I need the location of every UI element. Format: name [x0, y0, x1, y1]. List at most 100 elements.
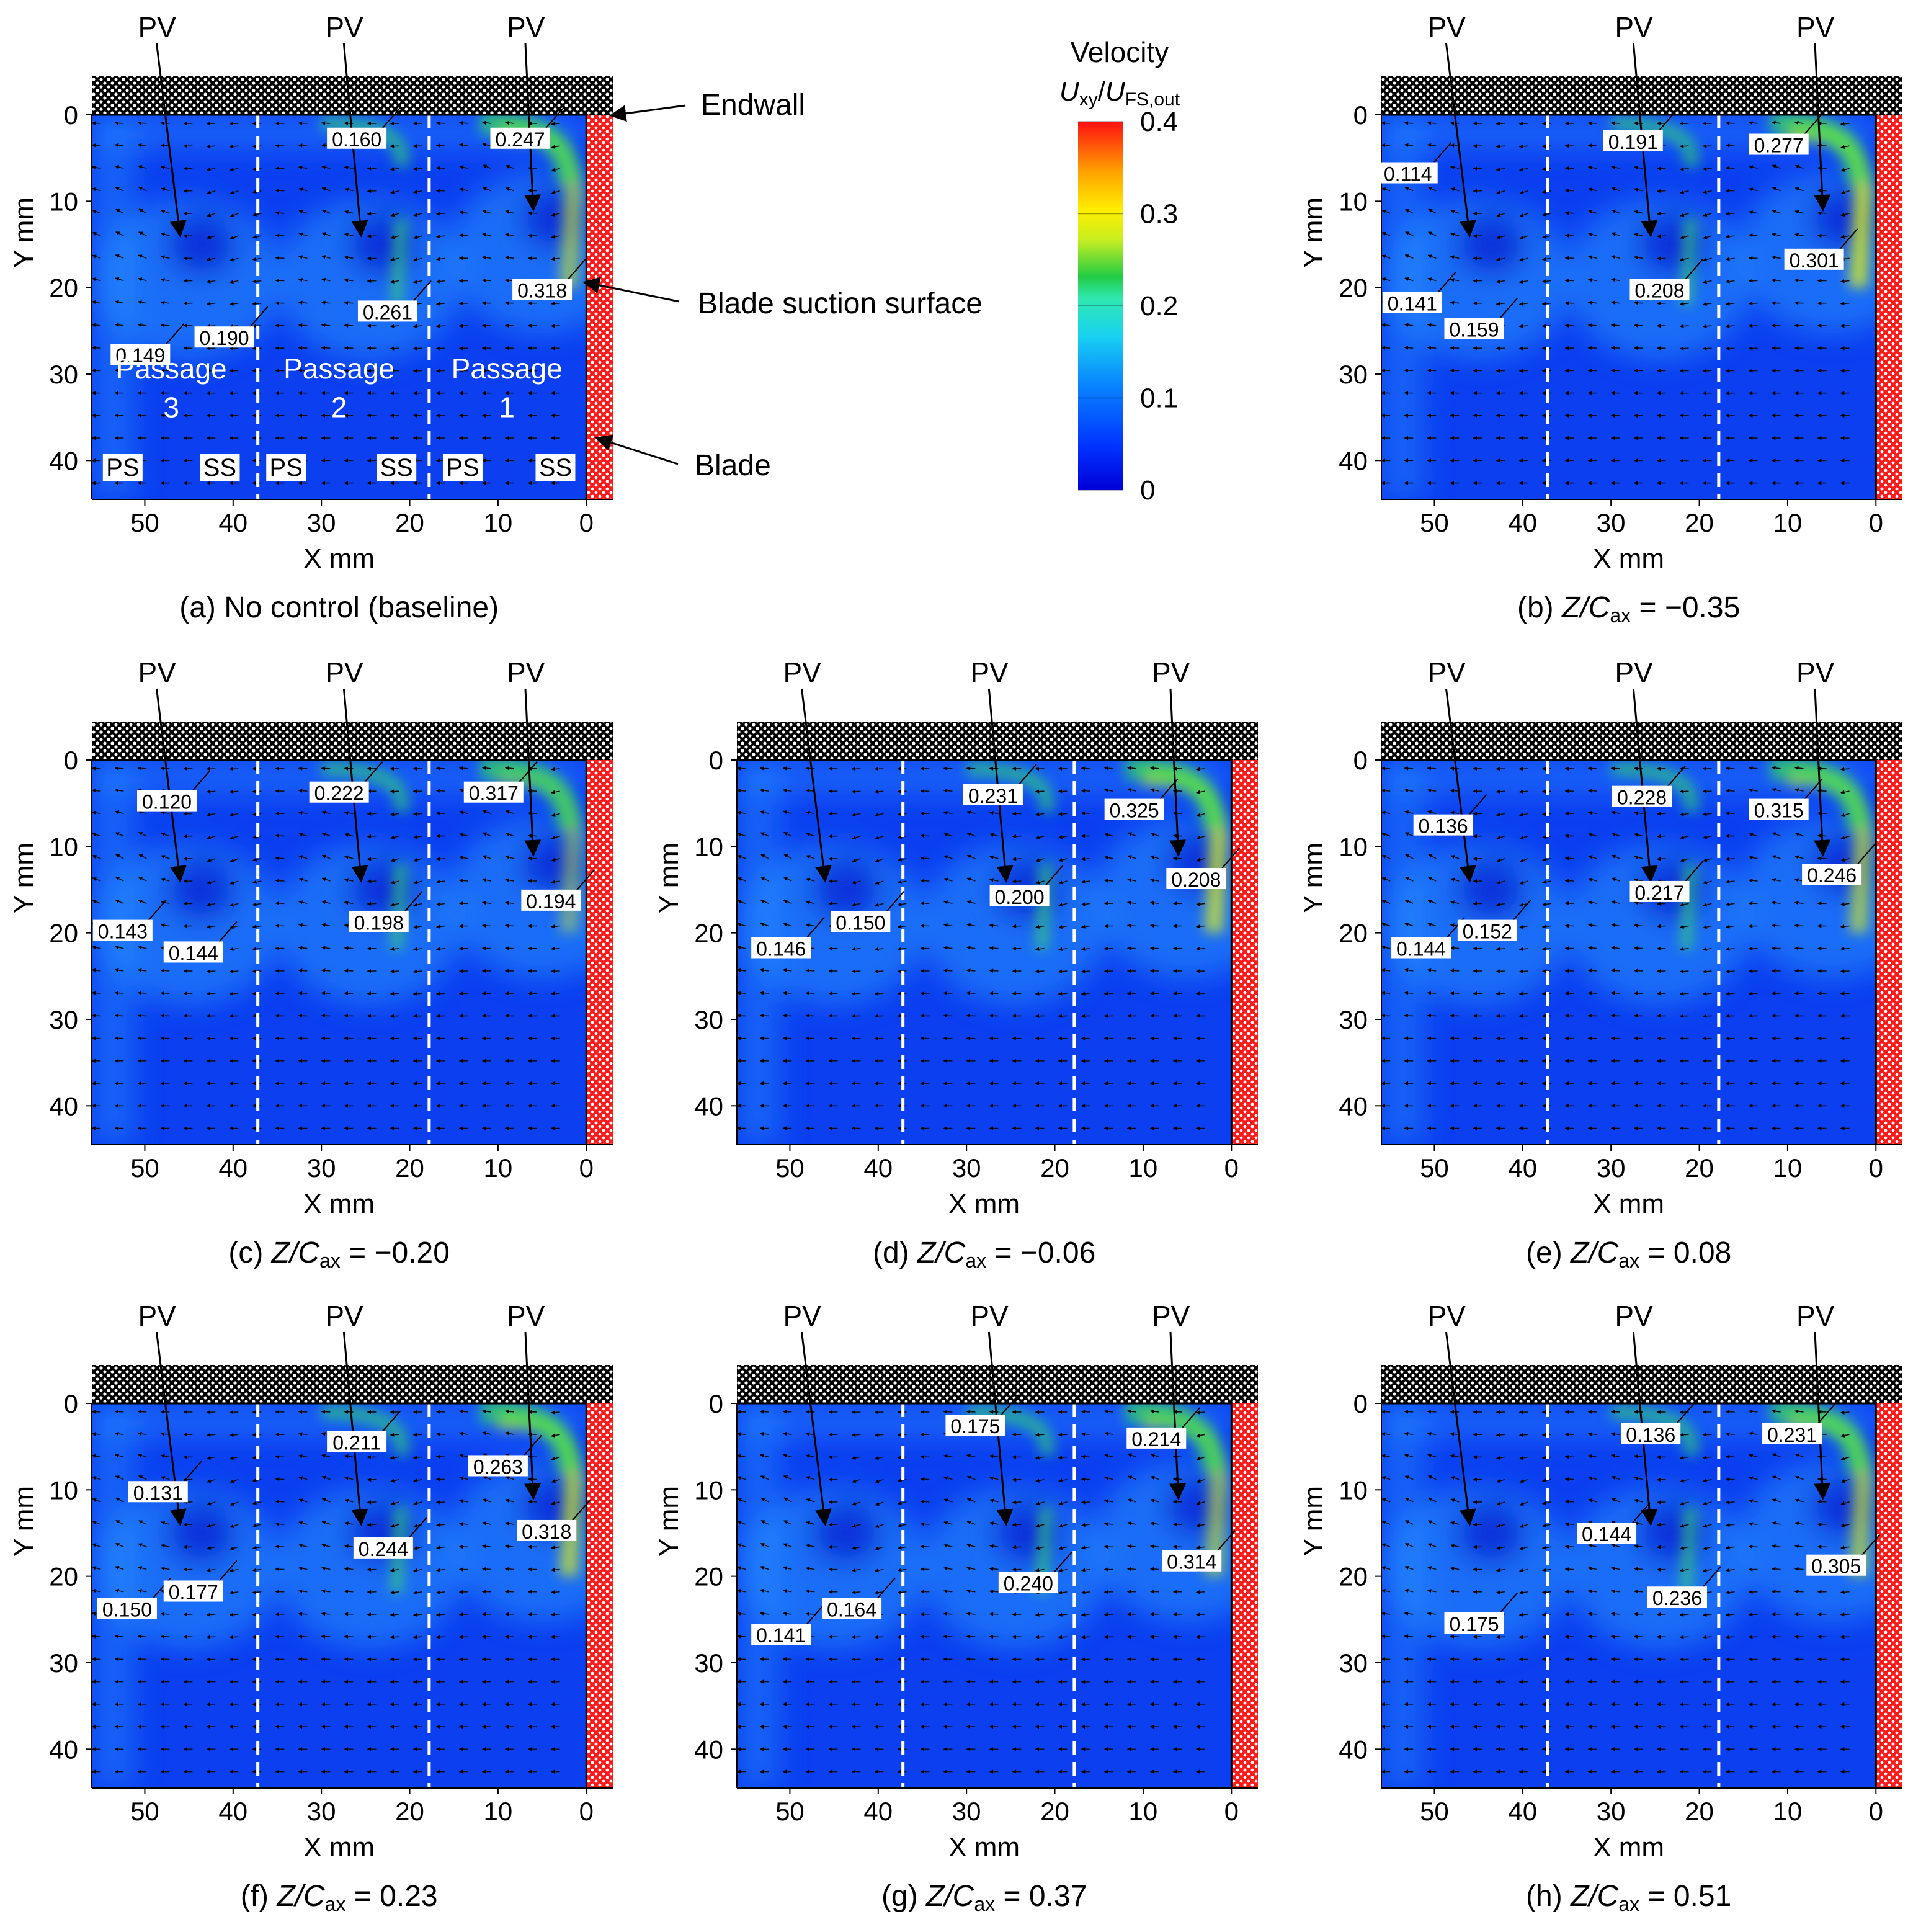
colorbar-tick-label: 0	[1140, 475, 1155, 506]
x-tick-label: 40	[218, 508, 247, 537]
y-tick-label: 40	[49, 1735, 78, 1764]
value-label: 0.318	[517, 280, 567, 302]
x-tick-label: 20	[395, 508, 424, 537]
y-tick-label: 40	[49, 1091, 78, 1120]
pv-label: PV	[507, 11, 545, 43]
side-label-box	[535, 454, 576, 481]
colorbar-title: Velocity	[1071, 36, 1169, 68]
side-label: SS	[539, 454, 572, 481]
value-label: 0.144	[1396, 937, 1446, 960]
y-tick-label: 30	[49, 1648, 78, 1678]
value-label: 0.149	[115, 344, 165, 367]
pv-label: PV	[325, 656, 363, 689]
value-label-box	[1802, 864, 1862, 885]
value-label: 0.191	[1608, 131, 1658, 153]
side-label: PS	[446, 454, 479, 481]
colorbar-tick-label: 0.2	[1140, 291, 1178, 321]
x-tick-label: 20	[1685, 1797, 1714, 1826]
x-tick-label: 30	[307, 1153, 336, 1183]
panel-a: 0 10 20 30 40 50 40 30 20 10 0 X mm Y mm PV PV PV 0.160 0…	[9, 11, 613, 624]
y-axis-label: Y mm	[9, 1486, 39, 1557]
pv-label: PV	[1152, 656, 1190, 689]
y-tick-label: 20	[49, 919, 78, 948]
value-label: 0.211	[332, 1431, 381, 1454]
x-tick-label: 10	[1773, 1797, 1803, 1826]
y-axis-label: Y mm	[1298, 1486, 1329, 1557]
y-axis-label: Y mm	[1298, 843, 1329, 913]
endwall-hatch	[92, 722, 613, 760]
value-label-box	[822, 1598, 882, 1619]
endwall-hatch	[92, 1365, 613, 1403]
y-tick-label: 20	[1339, 274, 1368, 303]
value-label-box	[327, 127, 387, 149]
x-tick-label: 50	[1420, 1153, 1449, 1183]
y-tick-label: 10	[49, 1475, 78, 1505]
side-label: PS	[106, 454, 139, 481]
panel-caption: (b) Z/Cax = −0.35	[1517, 591, 1740, 627]
pv-arrow	[1169, 688, 1187, 857]
colorbar-tick-label: 0.3	[1140, 199, 1178, 230]
y-tick-label: 30	[49, 360, 78, 389]
value-label: 0.222	[314, 782, 364, 805]
panel-e: 0 10 20 30 40 50 40 30 20 10 0 X mm Y mm PV PV PV 0.136 0…	[1298, 656, 1902, 1272]
value-label: 0.208	[1634, 280, 1684, 302]
velocity-vectors	[92, 120, 560, 485]
endwall-hatch	[92, 76, 613, 115]
x-tick-label: 40	[218, 1153, 247, 1183]
value-label: 0.160	[332, 128, 381, 151]
y-tick-label: 30	[1339, 1648, 1368, 1678]
pv-arrow	[1445, 688, 1476, 883]
value-label: 0.208	[1171, 869, 1221, 891]
y-tick-label: 20	[694, 1562, 723, 1591]
y-tick-label: 0	[1353, 101, 1368, 130]
value-label-box	[357, 300, 417, 322]
velocity-field	[737, 1403, 1232, 1788]
pv-arrow	[1814, 688, 1831, 857]
x-tick-label: 30	[952, 1153, 981, 1183]
blade-hatch	[586, 1403, 613, 1788]
x-tick-label: 30	[1597, 1797, 1626, 1826]
x-tick-label: 40	[1508, 1797, 1537, 1826]
value-label-box	[1621, 1423, 1681, 1444]
pv-label: PV	[783, 656, 821, 689]
side-label-box	[442, 454, 483, 481]
panel-caption: (h) Z/Cax = 0.51	[1526, 1880, 1731, 1915]
x-tick-label: 20	[395, 1797, 424, 1826]
value-label: 0.141	[756, 1624, 806, 1647]
panel-f: 0 10 20 30 40 50 40 30 20 10 0 X mm Y mm PV PV PV 0.131 0…	[9, 1300, 613, 1915]
pv-label: PV	[1615, 1300, 1653, 1332]
y-tick-label: 0	[1353, 746, 1368, 775]
value-label-box	[1806, 1554, 1866, 1576]
value-label: 0.277	[1754, 135, 1804, 157]
pv-arrow	[524, 688, 542, 857]
value-label-box	[1457, 919, 1517, 941]
value-label: 0.318	[522, 1521, 571, 1543]
y-tick-label: 0	[709, 746, 723, 775]
x-tick-label: 10	[1129, 1797, 1158, 1826]
value-label-box	[1612, 785, 1672, 807]
blade-hatch	[1231, 760, 1258, 1145]
value-label-box	[989, 885, 1050, 906]
pv-arrow	[1169, 1331, 1187, 1500]
endwall-arrow	[609, 104, 686, 122]
panel-c: 0 10 20 30 40 50 40 30 20 10 0 X mm Y mm PV PV PV 0.120 0…	[9, 656, 613, 1272]
x-tick-label: 20	[1040, 1797, 1069, 1826]
value-label-box	[97, 1598, 157, 1619]
side-label-box	[102, 454, 143, 481]
value-label-box	[137, 790, 197, 812]
pv-label: PV	[1615, 11, 1653, 43]
y-tick-label: 10	[694, 1475, 723, 1505]
x-tick-label: 30	[1597, 1153, 1626, 1183]
endwall-hatch	[1381, 1365, 1902, 1403]
x-tick-label: 40	[1508, 1153, 1537, 1183]
value-label-box	[463, 781, 524, 803]
x-tick-label: 10	[484, 508, 513, 537]
pv-arrow	[156, 688, 187, 883]
passage-number: 2	[331, 391, 347, 424]
y-tick-label: 30	[694, 1648, 723, 1678]
value-label: 0.152	[1463, 921, 1512, 943]
pv-arrow	[1445, 43, 1476, 238]
y-tick-label: 20	[1339, 919, 1368, 948]
panel-caption: (f) Z/Cax = 0.23	[241, 1880, 438, 1915]
pv-arrow	[801, 688, 832, 883]
